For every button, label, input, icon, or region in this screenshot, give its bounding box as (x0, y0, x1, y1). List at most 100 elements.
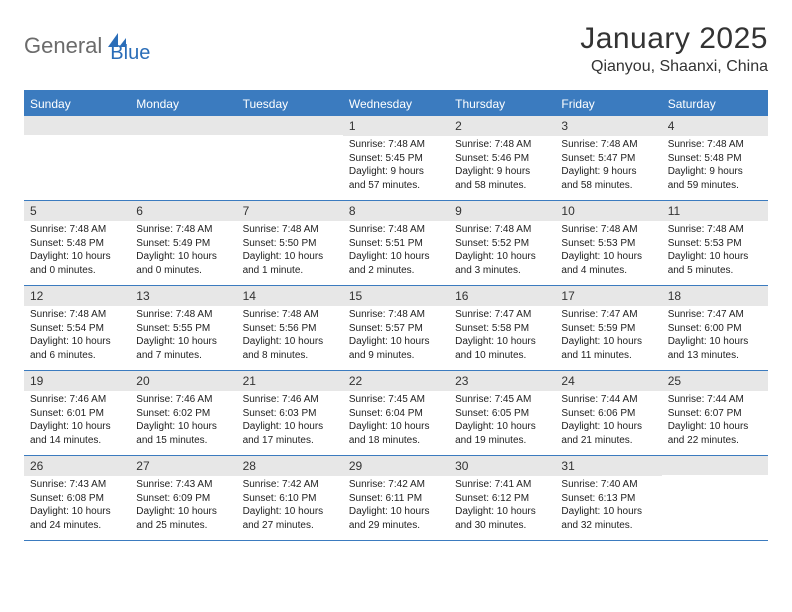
sunrise-text: Sunrise: 7:48 AM (561, 223, 655, 237)
day-details: Sunrise: 7:47 AMSunset: 5:58 PMDaylight:… (449, 306, 555, 366)
day-details: Sunrise: 7:43 AMSunset: 6:09 PMDaylight:… (130, 476, 236, 536)
day-number: 11 (662, 201, 768, 221)
sunrise-text: Sunrise: 7:44 AM (561, 393, 655, 407)
sunrise-text: Sunrise: 7:46 AM (243, 393, 337, 407)
daylight-text: Daylight: 10 hours and 2 minutes. (349, 250, 443, 277)
day-details: Sunrise: 7:44 AMSunset: 6:06 PMDaylight:… (555, 391, 661, 451)
day-details: Sunrise: 7:40 AMSunset: 6:13 PMDaylight:… (555, 476, 661, 536)
day-details: Sunrise: 7:46 AMSunset: 6:02 PMDaylight:… (130, 391, 236, 451)
sunset-text: Sunset: 5:51 PM (349, 237, 443, 251)
daylight-text: Daylight: 9 hours and 57 minutes. (349, 165, 443, 192)
day-number: 24 (555, 371, 661, 391)
sunrise-text: Sunrise: 7:45 AM (349, 393, 443, 407)
sunset-text: Sunset: 5:48 PM (668, 152, 762, 166)
sunset-text: Sunset: 6:05 PM (455, 407, 549, 421)
day-details: Sunrise: 7:42 AMSunset: 6:11 PMDaylight:… (343, 476, 449, 536)
sunrise-text: Sunrise: 7:47 AM (561, 308, 655, 322)
daylight-text: Daylight: 10 hours and 7 minutes. (136, 335, 230, 362)
header: General Blue January 2025 Qianyou, Shaan… (24, 22, 768, 76)
day-cell: 26Sunrise: 7:43 AMSunset: 6:08 PMDayligh… (24, 456, 130, 540)
day-details: Sunrise: 7:41 AMSunset: 6:12 PMDaylight:… (449, 476, 555, 536)
day-cell: 24Sunrise: 7:44 AMSunset: 6:06 PMDayligh… (555, 371, 661, 455)
sunset-text: Sunset: 5:52 PM (455, 237, 549, 251)
day-cell: 14Sunrise: 7:48 AMSunset: 5:56 PMDayligh… (237, 286, 343, 370)
day-cell (662, 456, 768, 540)
calendar-grid: SundayMondayTuesdayWednesdayThursdayFrid… (24, 90, 768, 541)
sunrise-text: Sunrise: 7:48 AM (349, 308, 443, 322)
weekday-header: Sunday (24, 92, 130, 116)
day-cell: 20Sunrise: 7:46 AMSunset: 6:02 PMDayligh… (130, 371, 236, 455)
weekday-header: Tuesday (237, 92, 343, 116)
day-number: 7 (237, 201, 343, 221)
sunrise-text: Sunrise: 7:47 AM (668, 308, 762, 322)
day-cell: 3Sunrise: 7:48 AMSunset: 5:47 PMDaylight… (555, 116, 661, 200)
day-number: 5 (24, 201, 130, 221)
sunset-text: Sunset: 6:06 PM (561, 407, 655, 421)
daylight-text: Daylight: 10 hours and 27 minutes. (243, 505, 337, 532)
sunrise-text: Sunrise: 7:40 AM (561, 478, 655, 492)
week-row: 5 Sunrise: 7:48 AM Sunset: 5:48 PM Daylight… (24, 201, 768, 286)
sunset-text: Sunset: 5:57 PM (349, 322, 443, 336)
logo-text-general: General (24, 33, 102, 59)
sunset-text: Sunset: 5:54 PM (30, 322, 124, 336)
daylight-text: Daylight: 10 hours and 0 minutes. (136, 250, 230, 277)
week-row: 19Sunrise: 7:46 AMSunset: 6:01 PMDayligh… (24, 371, 768, 456)
day-cell: 21Sunrise: 7:46 AMSunset: 6:03 PMDayligh… (237, 371, 343, 455)
title-block: January 2025 Qianyou, Shaanxi, China (580, 22, 768, 76)
day-details: Sunrise: 7:42 AMSunset: 6:10 PMDaylight:… (237, 476, 343, 536)
day-number: 6 (130, 201, 236, 221)
daylight-text: Daylight: 9 hours and 59 minutes. (668, 165, 762, 192)
day-number: 26 (24, 456, 130, 476)
sunrise-text: Sunrise: 7:44 AM (668, 393, 762, 407)
day-details: Sunrise: 7:48 AMSunset: 5:54 PMDaylight:… (24, 306, 130, 366)
day-cell: 23Sunrise: 7:45 AMSunset: 6:05 PMDayligh… (449, 371, 555, 455)
day-number: 15 (343, 286, 449, 306)
day-details: Sunrise: 7:48 AMSunset: 5:53 PMDaylight:… (555, 221, 661, 281)
weekday-header: Wednesday (343, 92, 449, 116)
day-number: 30 (449, 456, 555, 476)
sunset-text: Sunset: 5:58 PM (455, 322, 549, 336)
day-number: 31 (555, 456, 661, 476)
day-cell: 5Sunrise: 7:48 AMSunset: 5:48 PMDaylight… (24, 201, 130, 285)
sunrise-text: Sunrise: 7:48 AM (668, 138, 762, 152)
day-number: 13 (130, 286, 236, 306)
daylight-text: Daylight: 10 hours and 4 minutes. (561, 250, 655, 277)
day-cell (130, 116, 236, 200)
daylight-text: Daylight: 10 hours and 15 minutes. (136, 420, 230, 447)
day-number: 12 (24, 286, 130, 306)
daylight-text: Daylight: 10 hours and 21 minutes. (561, 420, 655, 447)
daylight-text: Daylight: 10 hours and 5 minutes. (668, 250, 762, 277)
sunset-text: Sunset: 5:50 PM (243, 237, 337, 251)
day-cell: 12Sunrise: 7:48 AMSunset: 5:54 PMDayligh… (24, 286, 130, 370)
sunrise-text: Sunrise: 7:47 AM (455, 308, 549, 322)
day-cell: 7Sunrise: 7:48 AMSunset: 5:50 PMDaylight… (237, 201, 343, 285)
sunset-text: Sunset: 5:53 PM (561, 237, 655, 251)
daylight-text: Daylight: 10 hours and 1 minute. (243, 250, 337, 277)
sunrise-text: Sunrise: 7:42 AM (243, 478, 337, 492)
sunrise-text: Sunrise: 7:43 AM (136, 478, 230, 492)
day-number: 9 (449, 201, 555, 221)
sunrise-text: Sunrise: 7:48 AM (136, 223, 230, 237)
day-details: Sunrise: 7:46 AMSunset: 6:03 PMDaylight:… (237, 391, 343, 451)
empty-day-bar (24, 116, 130, 135)
day-cell: 25Sunrise: 7:44 AMSunset: 6:07 PMDayligh… (662, 371, 768, 455)
day-cell: 18Sunrise: 7:47 AMSunset: 6:00 PMDayligh… (662, 286, 768, 370)
day-number: 21 (237, 371, 343, 391)
day-cell: 15Sunrise: 7:48 AMSunset: 5:57 PMDayligh… (343, 286, 449, 370)
sunset-text: Sunset: 6:11 PM (349, 492, 443, 506)
daylight-text: Daylight: 10 hours and 13 minutes. (668, 335, 762, 362)
day-details: Sunrise: 7:48 AMSunset: 5:45 PMDaylight:… (343, 136, 449, 196)
logo: General Blue (24, 22, 150, 65)
day-cell: 2Sunrise: 7:48 AMSunset: 5:46 PMDaylight… (449, 116, 555, 200)
day-cell: 30Sunrise: 7:41 AMSunset: 6:12 PMDayligh… (449, 456, 555, 540)
day-number: 28 (237, 456, 343, 476)
sunrise-text: Sunrise: 7:48 AM (349, 223, 443, 237)
sunset-text: Sunset: 5:48 PM (30, 237, 124, 251)
daylight-text: Daylight: 10 hours and 19 minutes. (455, 420, 549, 447)
day-number: 29 (343, 456, 449, 476)
day-details: Sunrise: 7:48 AMSunset: 5:53 PMDaylight:… (662, 221, 768, 281)
weekday-header: Friday (555, 92, 661, 116)
daylight-text: Daylight: 10 hours and 22 minutes. (668, 420, 762, 447)
day-details: Sunrise: 7:48 AMSunset: 5:52 PMDaylight:… (449, 221, 555, 281)
day-cell: 31Sunrise: 7:40 AMSunset: 6:13 PMDayligh… (555, 456, 661, 540)
